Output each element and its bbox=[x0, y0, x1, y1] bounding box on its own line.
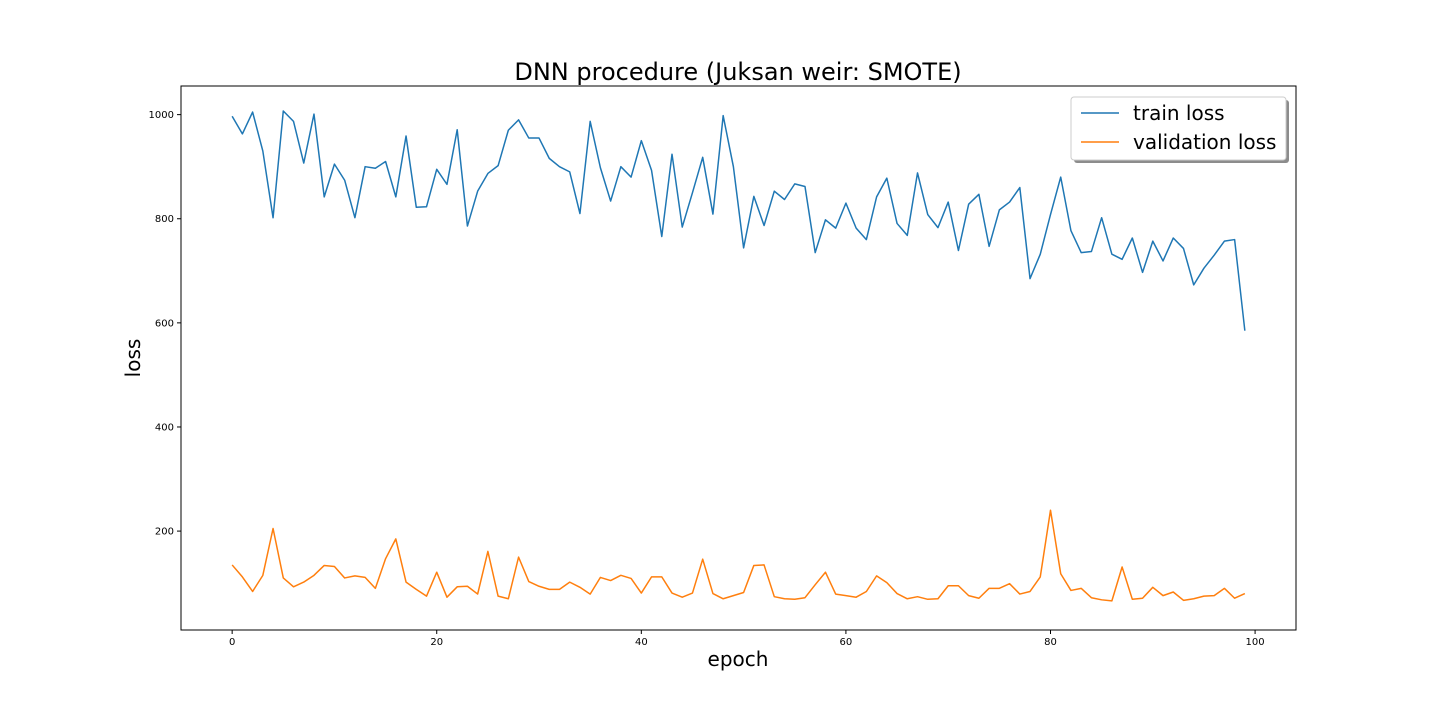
y-tick-label: 400 bbox=[155, 422, 174, 433]
x-tick-label: 80 bbox=[1044, 637, 1057, 648]
y-tick-label: 800 bbox=[155, 214, 174, 225]
legend: train loss validation loss bbox=[1070, 96, 1289, 163]
legend-box bbox=[1070, 96, 1287, 161]
x-tick-label: 60 bbox=[840, 637, 853, 648]
axes-frame bbox=[180, 85, 1297, 631]
x-tick-label: 40 bbox=[635, 637, 648, 648]
legend-label: validation loss bbox=[1133, 130, 1276, 154]
y-tick-label: 1000 bbox=[149, 110, 174, 121]
y-tick-label: 600 bbox=[155, 318, 174, 329]
plot-area: 0 20 40 60 80 100 200 400 600 800 1000 bbox=[149, 85, 1297, 648]
series-line-train-loss bbox=[231, 110, 1246, 331]
chart-title: DNN procedure (Juksan weir: SMOTE) bbox=[514, 58, 961, 86]
y-tick-label: 200 bbox=[155, 527, 174, 538]
series-line-validation-loss bbox=[231, 509, 1246, 602]
legend-label: train loss bbox=[1133, 101, 1225, 125]
x-tick-label: 0 bbox=[229, 637, 235, 648]
x-tick-label: 20 bbox=[430, 637, 443, 648]
x-tick-label: 100 bbox=[1246, 637, 1265, 648]
y-axis-label: loss bbox=[121, 339, 145, 378]
x-axis-label: epoch bbox=[708, 647, 769, 671]
